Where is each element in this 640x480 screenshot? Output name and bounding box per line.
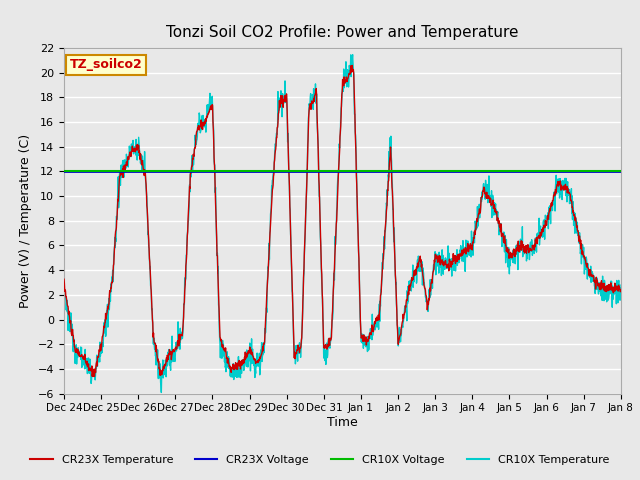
CR23X Temperature [617, 287, 625, 292]
CR10X Temperature [60, 271, 68, 277]
CR23X Temperature [104, 306, 111, 312]
CR10X Voltage [97, 168, 105, 174]
Text: TZ_soilco2: TZ_soilco2 [70, 59, 142, 72]
Y-axis label: Power (V) / Temperature (C): Power (V) / Temperature (C) [19, 134, 32, 308]
CR23X Temperature [297, 345, 305, 351]
CR23X Temperature [91, 373, 99, 379]
CR23X Temperature [308, 101, 316, 107]
CR10X Temperature [157, 390, 165, 396]
CR23X Temperature [126, 149, 134, 155]
Line: CR10X Temperature: CR10X Temperature [64, 55, 621, 393]
CR23X Temperature [318, 289, 326, 295]
CR10X Temperature [349, 52, 356, 58]
CR23X Temperature [60, 276, 68, 282]
CR23X Voltage [97, 168, 105, 174]
CR10X Temperature [126, 148, 134, 154]
CR23X Temperature [378, 278, 385, 284]
CR10X Temperature [378, 281, 385, 287]
Title: Tonzi Soil CO2 Profile: Power and Temperature: Tonzi Soil CO2 Profile: Power and Temper… [166, 25, 518, 40]
CR10X Voltage [60, 168, 68, 174]
CR23X Voltage [60, 168, 68, 174]
Line: CR23X Temperature: CR23X Temperature [64, 65, 621, 376]
CR10X Temperature [297, 355, 305, 360]
X-axis label: Time: Time [327, 416, 358, 429]
CR10X Temperature [617, 285, 625, 291]
CR10X Temperature [318, 288, 326, 294]
CR23X Temperature [348, 62, 356, 68]
Legend: CR23X Temperature, CR23X Voltage, CR10X Voltage, CR10X Temperature: CR23X Temperature, CR23X Voltage, CR10X … [26, 451, 614, 469]
CR10X Temperature [308, 104, 316, 109]
CR10X Temperature [103, 316, 111, 322]
